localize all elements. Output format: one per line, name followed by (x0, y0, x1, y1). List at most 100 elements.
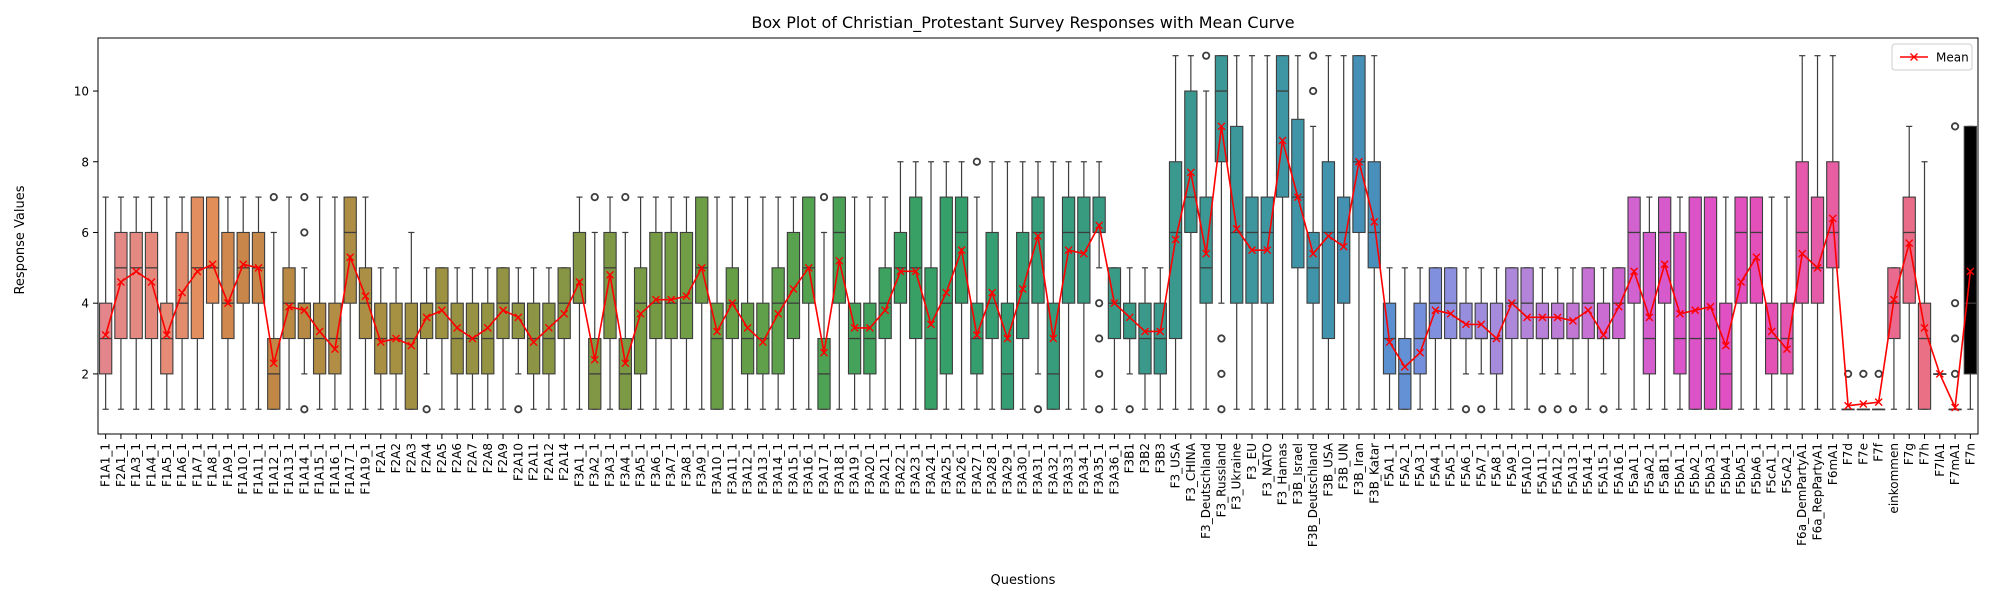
box-F2A10 (511, 267, 525, 414)
x-tick-label: F5A3_1 (1413, 443, 1427, 487)
box-body (1596, 302, 1611, 340)
box-body (1291, 118, 1305, 269)
x-tick-label: F2A4 (420, 443, 434, 473)
box-body (1963, 125, 1978, 375)
x-tick-label: F5bA1_1 (1673, 443, 1687, 495)
x-tick-label: F3B_Iran (1352, 443, 1366, 495)
mean-marker (300, 306, 309, 315)
box-body (1474, 302, 1488, 340)
box-F2A5 (435, 267, 449, 410)
mean-marker (575, 277, 584, 286)
mean-marker (1905, 239, 1914, 248)
box-body (1230, 125, 1244, 304)
box-F2A9 (496, 267, 510, 410)
box-F1A16_1 (328, 196, 342, 410)
box-F3A22_1 (893, 161, 908, 410)
box-F3B_UN (1337, 55, 1351, 410)
box-body (786, 231, 801, 340)
box-F3_Ukraine (1230, 55, 1244, 410)
x-tick-label: F6a_RepPartyA1 (1811, 443, 1825, 540)
x-tick-label: F1A13_1 (282, 443, 296, 495)
box-body (695, 196, 709, 304)
legend-box (1891, 43, 1973, 71)
x-tick-label: F3A10_1 (710, 443, 724, 495)
box-F3A7_1 (664, 196, 678, 410)
mean-marker (1293, 193, 1302, 202)
mean-marker (835, 256, 844, 265)
mean-marker (636, 309, 645, 318)
box-F3B1 (1123, 267, 1137, 414)
mean-marker (544, 323, 553, 332)
mean-marker (651, 295, 660, 304)
mean-marker (437, 306, 446, 315)
mean-marker (881, 306, 890, 315)
mean-marker (1721, 341, 1730, 350)
box-F5bA3_1 (1703, 196, 1718, 410)
mean-marker (1660, 260, 1669, 269)
x-tick-label: F7h (1918, 443, 1932, 465)
x-tick-label: F3A5_1 (634, 443, 648, 487)
box-body (1016, 231, 1030, 340)
mean-marker (1064, 246, 1073, 255)
box-F5bA2_1 (1688, 196, 1702, 410)
mean-marker (346, 253, 355, 262)
x-tick-label: F7lA1 (1933, 443, 1947, 477)
x-tick-label: F2A11 (527, 443, 541, 481)
mean-marker (1446, 309, 1455, 318)
x-tick-label: F3A30_1 (1016, 443, 1030, 495)
mean-marker (1675, 309, 1684, 318)
box-body (985, 231, 999, 340)
box-body (939, 196, 953, 375)
box-F3A13_1 (756, 196, 770, 410)
mean-marker (1263, 246, 1272, 255)
box-F1A14_1 (297, 193, 312, 414)
box-F2A12 (542, 267, 556, 410)
box-F3A14_1 (771, 196, 785, 410)
x-tick-label: F3A20_1 (863, 443, 877, 495)
mean-marker (116, 277, 125, 286)
box-F5bA1_1 (1673, 196, 1687, 410)
box-body (1810, 196, 1825, 304)
box-F5aA2_1 (1642, 196, 1657, 410)
outlier-point (1217, 334, 1226, 343)
x-tick-label: F3A8_1 (679, 443, 693, 487)
x-tick-label: F5A2_1 (1398, 443, 1412, 487)
mean-marker (1782, 345, 1791, 354)
outlier-point (1095, 299, 1104, 308)
outlier-point (1095, 334, 1104, 343)
x-tick-label: F3B2 (1138, 443, 1152, 473)
mean-marker (1202, 249, 1211, 258)
mean-marker (330, 345, 339, 354)
x-tick-label: F2A1 (374, 443, 388, 473)
x-tick-label: F3A11_1 (725, 443, 739, 495)
mean-marker (254, 263, 263, 272)
x-tick-label: F3A21_1 (878, 443, 892, 495)
mean-marker (896, 267, 905, 276)
y-axis-label: Response Values (13, 185, 28, 294)
mean-marker (1217, 122, 1226, 131)
box-F5A12_1 (1551, 267, 1565, 414)
x-tick-label: F3A28_1 (985, 443, 999, 495)
mean-marker (927, 320, 936, 329)
mean-marker (988, 288, 997, 297)
outlier-point (1950, 334, 1960, 343)
mean-marker (376, 338, 385, 347)
x-tick-label: F1A11_1 (251, 443, 265, 495)
x-tick-label: F5aB1_1 (1658, 443, 1672, 494)
x-tick-label: F3A35_1 (1092, 443, 1106, 495)
x-tick-label: F7g (1902, 443, 1916, 465)
y-tick-label: 8 (81, 155, 89, 169)
x-tick-label: F1A16_1 (328, 443, 342, 495)
x-tick-label: F3B_Deutschland (1306, 443, 1320, 547)
box-body (1658, 196, 1672, 304)
box-F1A15_1 (312, 196, 327, 410)
outlier-point (1950, 122, 1960, 131)
mean-marker (1538, 313, 1547, 322)
box-body (1627, 196, 1641, 304)
mean-marker (1140, 327, 1149, 336)
box-F3A32_1 (1046, 161, 1060, 410)
mean-marker (1461, 320, 1470, 329)
mean-marker (804, 263, 813, 272)
outlier-point (1202, 51, 1211, 60)
mean-marker (315, 327, 324, 336)
